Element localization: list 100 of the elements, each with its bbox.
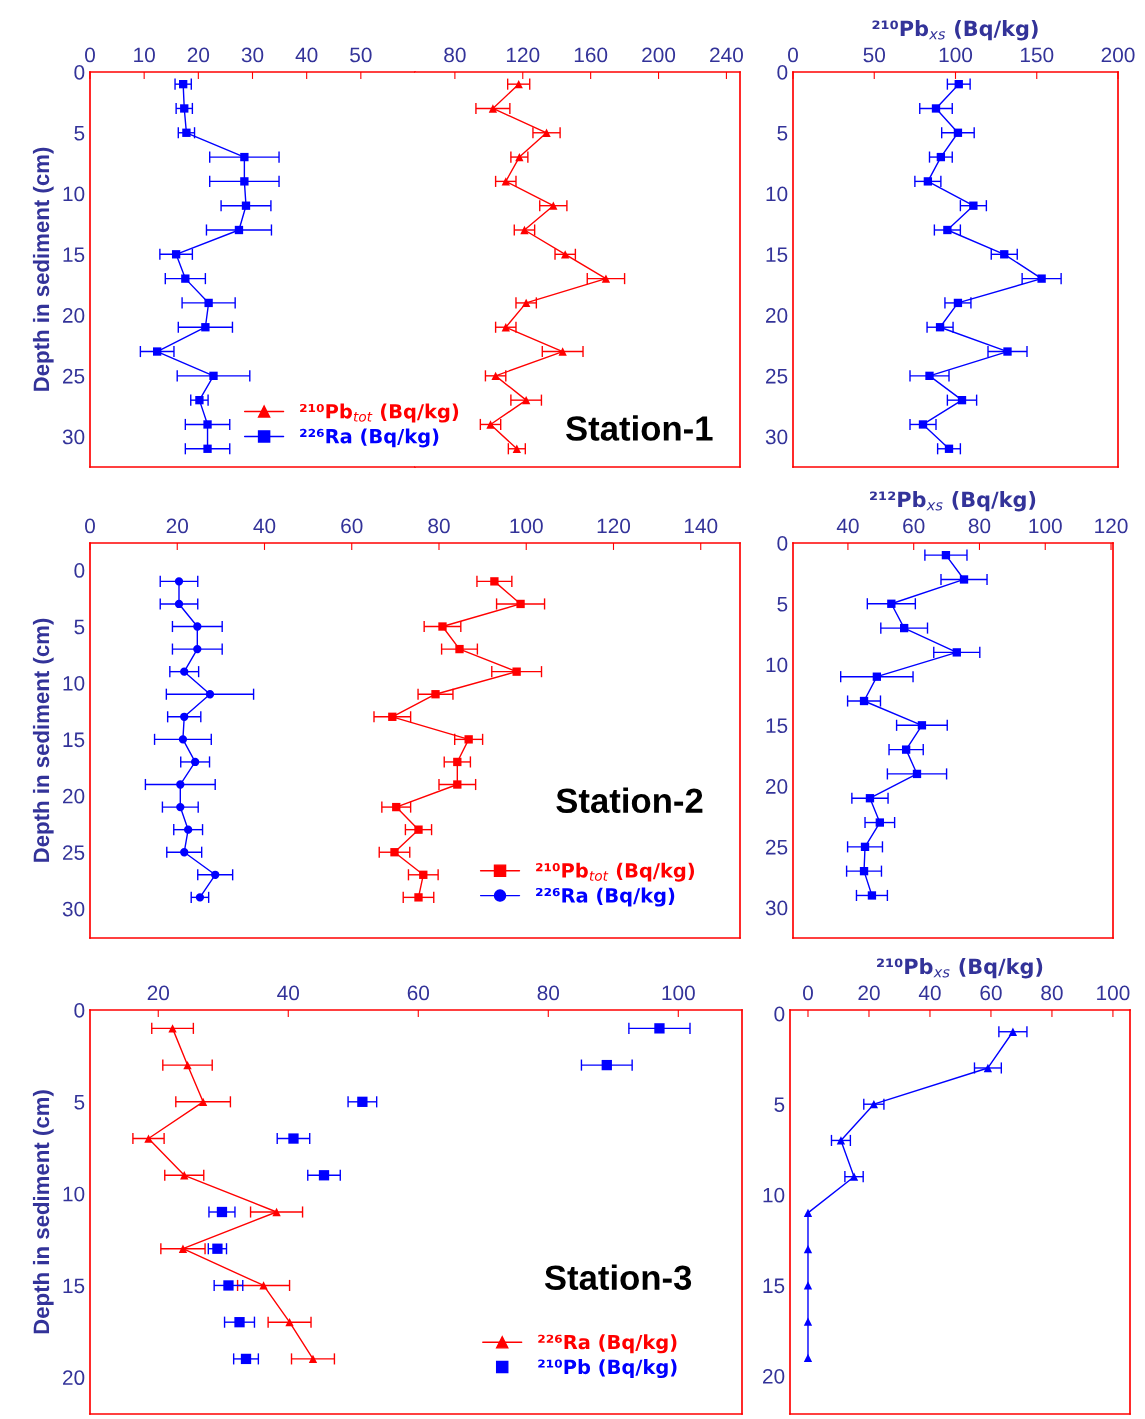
point — [836, 1136, 846, 1145]
point — [952, 648, 961, 657]
point — [918, 420, 928, 429]
x-tick-label: 80 — [1041, 985, 1063, 1001]
x-tick-label: 80 — [428, 518, 450, 534]
point — [153, 347, 162, 356]
x-tick-label: 40 — [253, 518, 276, 534]
point — [923, 177, 933, 186]
point — [414, 825, 423, 834]
x-tick-label: 200 — [642, 47, 676, 63]
x-tick-label: 0 — [85, 47, 95, 63]
y-tick-label: 15 — [63, 1278, 85, 1294]
y-tick-label: 0 — [777, 536, 788, 551]
x-tick-label: 20 — [858, 985, 880, 1001]
legend-label: ²²⁶Ra (Bq/kg) — [536, 887, 675, 907]
y-tick-label: 0 — [74, 1003, 85, 1018]
y-tick-label: 30 — [765, 900, 788, 916]
x-tick-label: 20 — [187, 47, 210, 63]
x-tick-label: 40 — [836, 518, 859, 534]
x-axis-title: ²¹⁰Pb$_{xs}$ (Bq/kg) — [872, 20, 1038, 41]
point — [180, 104, 189, 113]
y-tick-label: 10 — [63, 186, 85, 202]
y-tick-label: 5 — [777, 596, 788, 612]
y-tick-label: 5 — [74, 619, 85, 635]
y-tick-label: 30 — [62, 429, 85, 445]
x-tick-label: 120 — [1095, 518, 1128, 534]
point — [849, 1172, 859, 1181]
point — [259, 1281, 268, 1290]
point — [512, 444, 521, 453]
x-tick-label: 40 — [277, 985, 300, 1001]
y-tick-label: 0 — [74, 65, 85, 80]
point — [654, 1023, 665, 1034]
point — [1008, 1027, 1018, 1036]
point — [549, 201, 558, 210]
point — [438, 622, 447, 631]
y-tick-label: 15 — [63, 732, 85, 748]
point — [959, 575, 969, 584]
legend-label: ²¹⁰Pb$_{tot}$ (Bq/kg) — [300, 403, 459, 423]
point — [201, 323, 210, 332]
x-tick-label: 80 — [537, 985, 560, 1001]
x-tick-label: 30 — [241, 47, 264, 63]
annotation: Station-2 — [556, 787, 703, 814]
point — [969, 201, 978, 210]
y-tick-label: 25 — [63, 845, 85, 860]
point — [240, 177, 249, 186]
point — [875, 818, 884, 827]
point — [1003, 347, 1012, 356]
point — [288, 1133, 299, 1144]
y-tick-label: 20 — [63, 308, 85, 323]
point — [486, 420, 495, 429]
y-tick-label: 0 — [777, 65, 788, 80]
x-tick-label: 100 — [1097, 985, 1130, 1001]
y-axis-title: Depth in sediment (cm) — [32, 147, 54, 391]
x-tick-label: 60 — [980, 985, 1002, 1001]
x-tick-label: 50 — [863, 47, 886, 63]
point — [431, 690, 440, 699]
x-tick-label: 100 — [1029, 518, 1062, 534]
x-tick-label: 0 — [85, 518, 95, 534]
x-tick-label: 60 — [407, 985, 430, 1001]
y-tick-label: 15 — [766, 718, 788, 734]
x-tick-label: 0 — [788, 47, 798, 63]
point — [803, 1244, 813, 1254]
y-tick-label: 10 — [63, 1186, 85, 1202]
point — [490, 577, 499, 586]
x-axis-title: ²¹⁰Pb$_{xs}$ (Bq/kg) — [877, 958, 1043, 979]
y-tick-label: 0 — [74, 563, 85, 578]
point — [867, 891, 877, 900]
point — [203, 420, 212, 429]
point — [803, 1353, 813, 1363]
x-tick-label: 120 — [506, 47, 540, 63]
y-tick-label: 20 — [766, 308, 788, 323]
point — [414, 893, 423, 902]
annotation: Station-1 — [565, 415, 713, 441]
y-tick-label: 0 — [774, 1006, 785, 1022]
point — [181, 274, 190, 283]
point — [901, 745, 911, 754]
y-tick-label: 25 — [63, 368, 85, 384]
x-tick-label: 150 — [1020, 47, 1054, 63]
point — [178, 1244, 188, 1253]
x-tick-label: 10 — [134, 47, 155, 63]
y-tick-label: 10 — [763, 1187, 785, 1203]
x-tick-label: 80 — [444, 47, 466, 63]
y-tick-label: 10 — [766, 186, 788, 202]
point — [488, 104, 498, 113]
y-tick-label: 30 — [62, 901, 85, 917]
legend-label: ²¹⁰Pb (Bq/kg) — [538, 1359, 677, 1379]
point — [501, 177, 510, 186]
point — [601, 274, 611, 283]
x-tick-label: 120 — [597, 518, 631, 534]
point — [453, 780, 462, 789]
y-tick-label: 5 — [777, 125, 788, 141]
x-tick-label: 60 — [341, 518, 363, 534]
y-tick-label: 15 — [766, 247, 788, 263]
y-tick-label: 5 — [74, 1095, 85, 1110]
x-tick-label: 50 — [350, 47, 372, 63]
y-tick-label: 5 — [774, 1097, 785, 1112]
y-tick-label: 10 — [766, 657, 788, 673]
x-tick-label: 160 — [574, 47, 608, 63]
y-tick-label: 30 — [765, 429, 788, 445]
y-tick-label: 25 — [766, 839, 788, 855]
